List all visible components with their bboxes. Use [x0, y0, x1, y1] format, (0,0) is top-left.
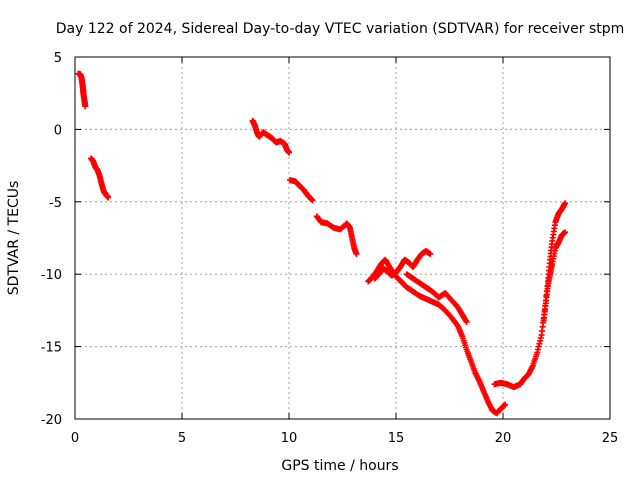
data-point — [82, 103, 89, 110]
y-tick-label: -20 — [41, 413, 62, 428]
y-tick-label: -10 — [41, 268, 62, 283]
plot-frame — [74, 56, 611, 420]
data-point — [562, 200, 569, 207]
x-tick-label: 25 — [602, 431, 619, 446]
data-point — [105, 194, 112, 201]
y-tick-label: -5 — [49, 196, 62, 211]
data-point — [353, 250, 360, 257]
data-points — [75, 70, 569, 417]
data-point — [309, 197, 316, 204]
data-point — [502, 401, 509, 408]
y-axis: 5 0 -5 -10 -15 -20 — [41, 51, 610, 428]
data-point — [286, 149, 292, 156]
y-tick-label: 5 — [54, 51, 62, 66]
data-point — [463, 318, 470, 325]
x-axis-label: GPS time / hours — [281, 458, 398, 474]
chart-title: Day 122 of 2024, Sidereal Day-to-day VTE… — [56, 21, 625, 37]
y-tick-label: -15 — [41, 341, 62, 356]
x-tick-label: 15 — [388, 431, 405, 446]
plot-grid — [75, 57, 610, 419]
x-tick-label: 0 — [71, 431, 79, 446]
x-tick-label: 20 — [495, 431, 512, 446]
y-tick-label: 0 — [54, 123, 62, 138]
y-axis-label: SDTVAR / TECUs — [6, 181, 22, 296]
x-axis: 0 5 10 15 20 25 — [71, 57, 618, 446]
x-tick-label: 5 — [178, 431, 186, 446]
data-point — [562, 229, 569, 236]
data-point — [427, 250, 434, 257]
x-tick-label: 10 — [281, 431, 298, 446]
